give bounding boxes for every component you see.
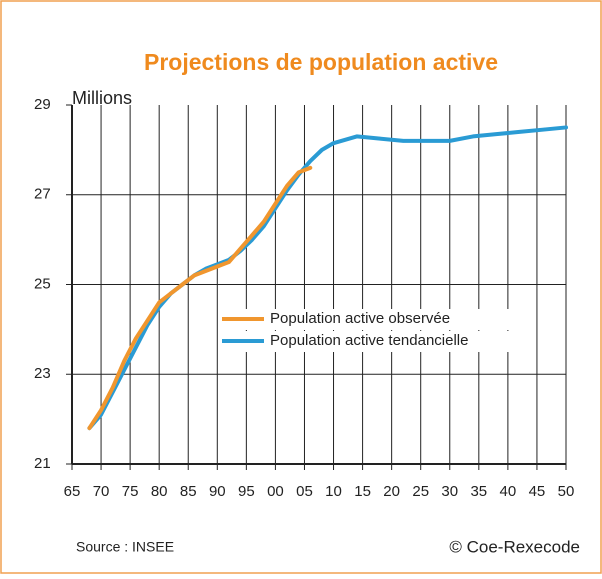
legend-label: Population active observée [270,310,450,327]
copyright: © Coe-Rexecode [449,537,580,556]
y-tick-label: 21 [34,455,51,472]
x-tick-label: 30 [441,483,458,500]
y-tick-label: 23 [34,365,51,382]
x-tick-label: 25 [412,483,429,500]
y-tick-label: 29 [34,96,51,113]
x-tick-label: 90 [209,483,226,500]
chart-title: Projections de population active [144,49,498,75]
legend-bg [220,331,532,352]
y-tick-label: 27 [34,186,51,203]
x-tick-label: 85 [180,483,197,500]
x-tick-label: 35 [470,483,487,500]
legend-label: Population active tendancielle [270,332,468,349]
x-tick-label: 45 [529,483,546,500]
x-tick-label: 15 [354,483,371,500]
y-tick-label: 25 [34,275,51,292]
x-tick-label: 95 [238,483,255,500]
series-line [87,125,568,431]
x-tick-label: 40 [500,483,517,500]
x-tick-label: 20 [383,483,400,500]
x-tick-label: 70 [93,483,110,500]
x-tick-label: 80 [151,483,168,500]
x-tick-label: 75 [122,483,139,500]
y-axis-label: Millions [72,88,132,108]
x-tick-label: 00 [267,483,284,500]
source: Source : INSEE [76,539,174,555]
series-line [87,165,313,431]
x-tick-label: 65 [64,483,81,500]
x-tick-label: 10 [325,483,342,500]
x-tick-label: 50 [558,483,575,500]
legend-bg [220,309,532,330]
x-tick-label: 05 [296,483,313,500]
